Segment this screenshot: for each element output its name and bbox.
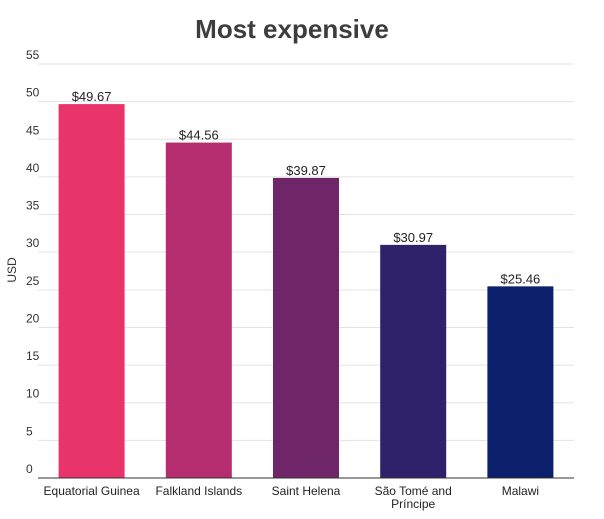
y-tick-label: 15 xyxy=(26,349,40,363)
bar-value-label: $49.67 xyxy=(72,89,112,104)
chart-title: Most expensive xyxy=(195,14,389,44)
x-category-label: Equatorial Guinea xyxy=(44,484,140,498)
y-axis-ticks: 0 5 10 15 20 25 30 35 40 45 50 55 xyxy=(26,48,40,476)
y-tick-label: 10 xyxy=(26,387,40,401)
data-labels: $49.67 $44.56 $39.87 $30.97 $25.46 xyxy=(72,89,541,286)
y-axis-label: USD xyxy=(5,257,19,283)
x-category-label: Falkland Islands xyxy=(155,484,242,498)
y-tick-label: 45 xyxy=(26,123,40,137)
y-tick-label: 20 xyxy=(26,311,40,325)
bar xyxy=(165,142,232,479)
y-tick-label: 55 xyxy=(26,48,40,62)
y-tick-label: 5 xyxy=(26,424,33,438)
y-tick-label: 0 xyxy=(26,462,33,476)
bar-value-label: $39.87 xyxy=(286,163,326,178)
bar xyxy=(487,286,554,478)
bar-value-label: $25.46 xyxy=(501,271,541,286)
bar-value-label: $44.56 xyxy=(179,128,219,143)
x-category-label: Malawi xyxy=(502,484,539,498)
x-category-label: São Tomé and xyxy=(375,484,452,498)
bars xyxy=(58,104,554,479)
bar xyxy=(380,244,447,478)
x-category-label: Príncipe xyxy=(391,497,435,511)
y-tick-label: 30 xyxy=(26,236,40,250)
bar-value-label: $30.97 xyxy=(393,230,433,245)
bar xyxy=(58,104,125,478)
y-tick-label: 50 xyxy=(26,86,40,100)
y-tick-label: 25 xyxy=(26,274,40,288)
x-category-label: Saint Helena xyxy=(272,484,341,498)
y-tick-label: 35 xyxy=(26,199,40,213)
x-axis-categories: Equatorial Guinea Falkland Islands Saint H… xyxy=(44,484,540,511)
bar xyxy=(273,177,339,478)
y-tick-label: 40 xyxy=(26,161,40,175)
